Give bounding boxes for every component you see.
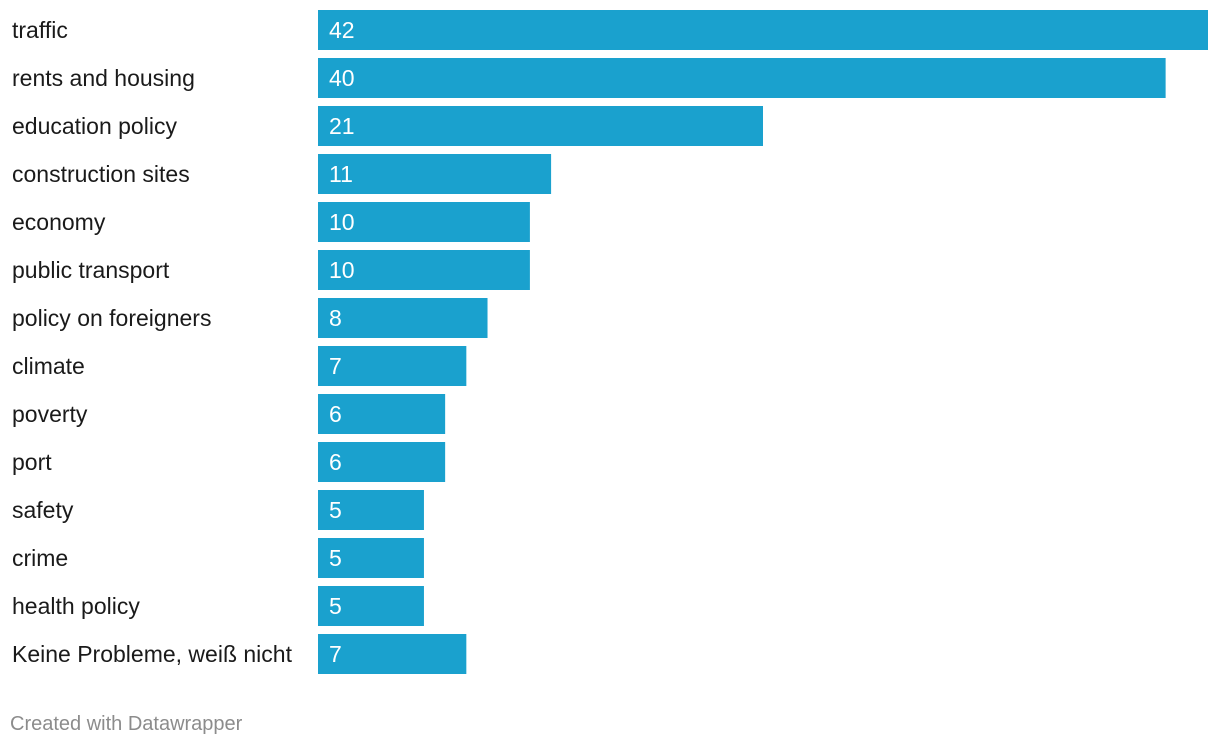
credit-footer: Created with Datawrapper (10, 713, 243, 735)
category-label: economy (12, 209, 106, 235)
category-label: education policy (12, 113, 177, 139)
category-label: Keine Probleme, weiß nicht (12, 641, 293, 667)
bar-row: construction sites 11 (12, 154, 552, 194)
bar-row: port 6 (12, 442, 446, 482)
bar-row: safety 5 (12, 490, 424, 530)
bar-row: poverty 6 (12, 394, 446, 434)
bar (318, 394, 446, 434)
category-label: construction sites (12, 161, 190, 187)
bar (318, 202, 530, 242)
value-label: 5 (329, 545, 342, 571)
value-label: 11 (329, 161, 353, 187)
value-label: 5 (329, 497, 342, 523)
bar-row: rents and housing 40 (12, 58, 1166, 98)
bar (318, 106, 763, 146)
category-label: rents and housing (12, 65, 195, 91)
value-label: 6 (329, 449, 342, 475)
bar (318, 298, 488, 338)
bar-row: climate 7 (12, 346, 467, 386)
category-label: safety (12, 497, 74, 523)
bar-row: traffic 42 (12, 10, 1208, 50)
bar (318, 58, 1166, 98)
category-label: crime (12, 545, 68, 571)
bar-chart: traffic 42 rents and housing 40 education po… (12, 10, 1208, 674)
value-label: 10 (329, 257, 355, 283)
bar (318, 346, 467, 386)
bar-row: crime 5 (12, 538, 424, 578)
bar (318, 250, 530, 290)
value-label: 6 (329, 401, 342, 427)
bar (318, 586, 424, 626)
category-label: public transport (12, 257, 170, 283)
bar-row: Keine Probleme, weiß nicht 7 (12, 634, 467, 674)
bar (318, 442, 446, 482)
value-label: 5 (329, 593, 342, 619)
bar-row: economy 10 (12, 202, 530, 242)
category-label: poverty (12, 401, 88, 427)
bar (318, 538, 424, 578)
value-label: 10 (329, 209, 355, 235)
value-label: 7 (329, 641, 342, 667)
category-label: health policy (12, 593, 140, 619)
bar-row: policy on foreigners 8 (12, 298, 488, 338)
bar (318, 490, 424, 530)
value-label: 42 (329, 17, 355, 43)
value-label: 40 (329, 65, 355, 91)
category-label: climate (12, 353, 85, 379)
category-label: policy on foreigners (12, 305, 211, 331)
bar (318, 154, 552, 194)
category-label: traffic (12, 17, 68, 43)
value-label: 21 (329, 113, 355, 139)
bar-row: public transport 10 (12, 250, 530, 290)
category-label: port (12, 449, 52, 475)
value-label: 8 (329, 305, 342, 331)
bar-row: health policy 5 (12, 586, 424, 626)
value-label: 7 (329, 353, 342, 379)
bar (318, 10, 1208, 50)
bar (318, 634, 467, 674)
bar-row: education policy 21 (12, 106, 763, 146)
